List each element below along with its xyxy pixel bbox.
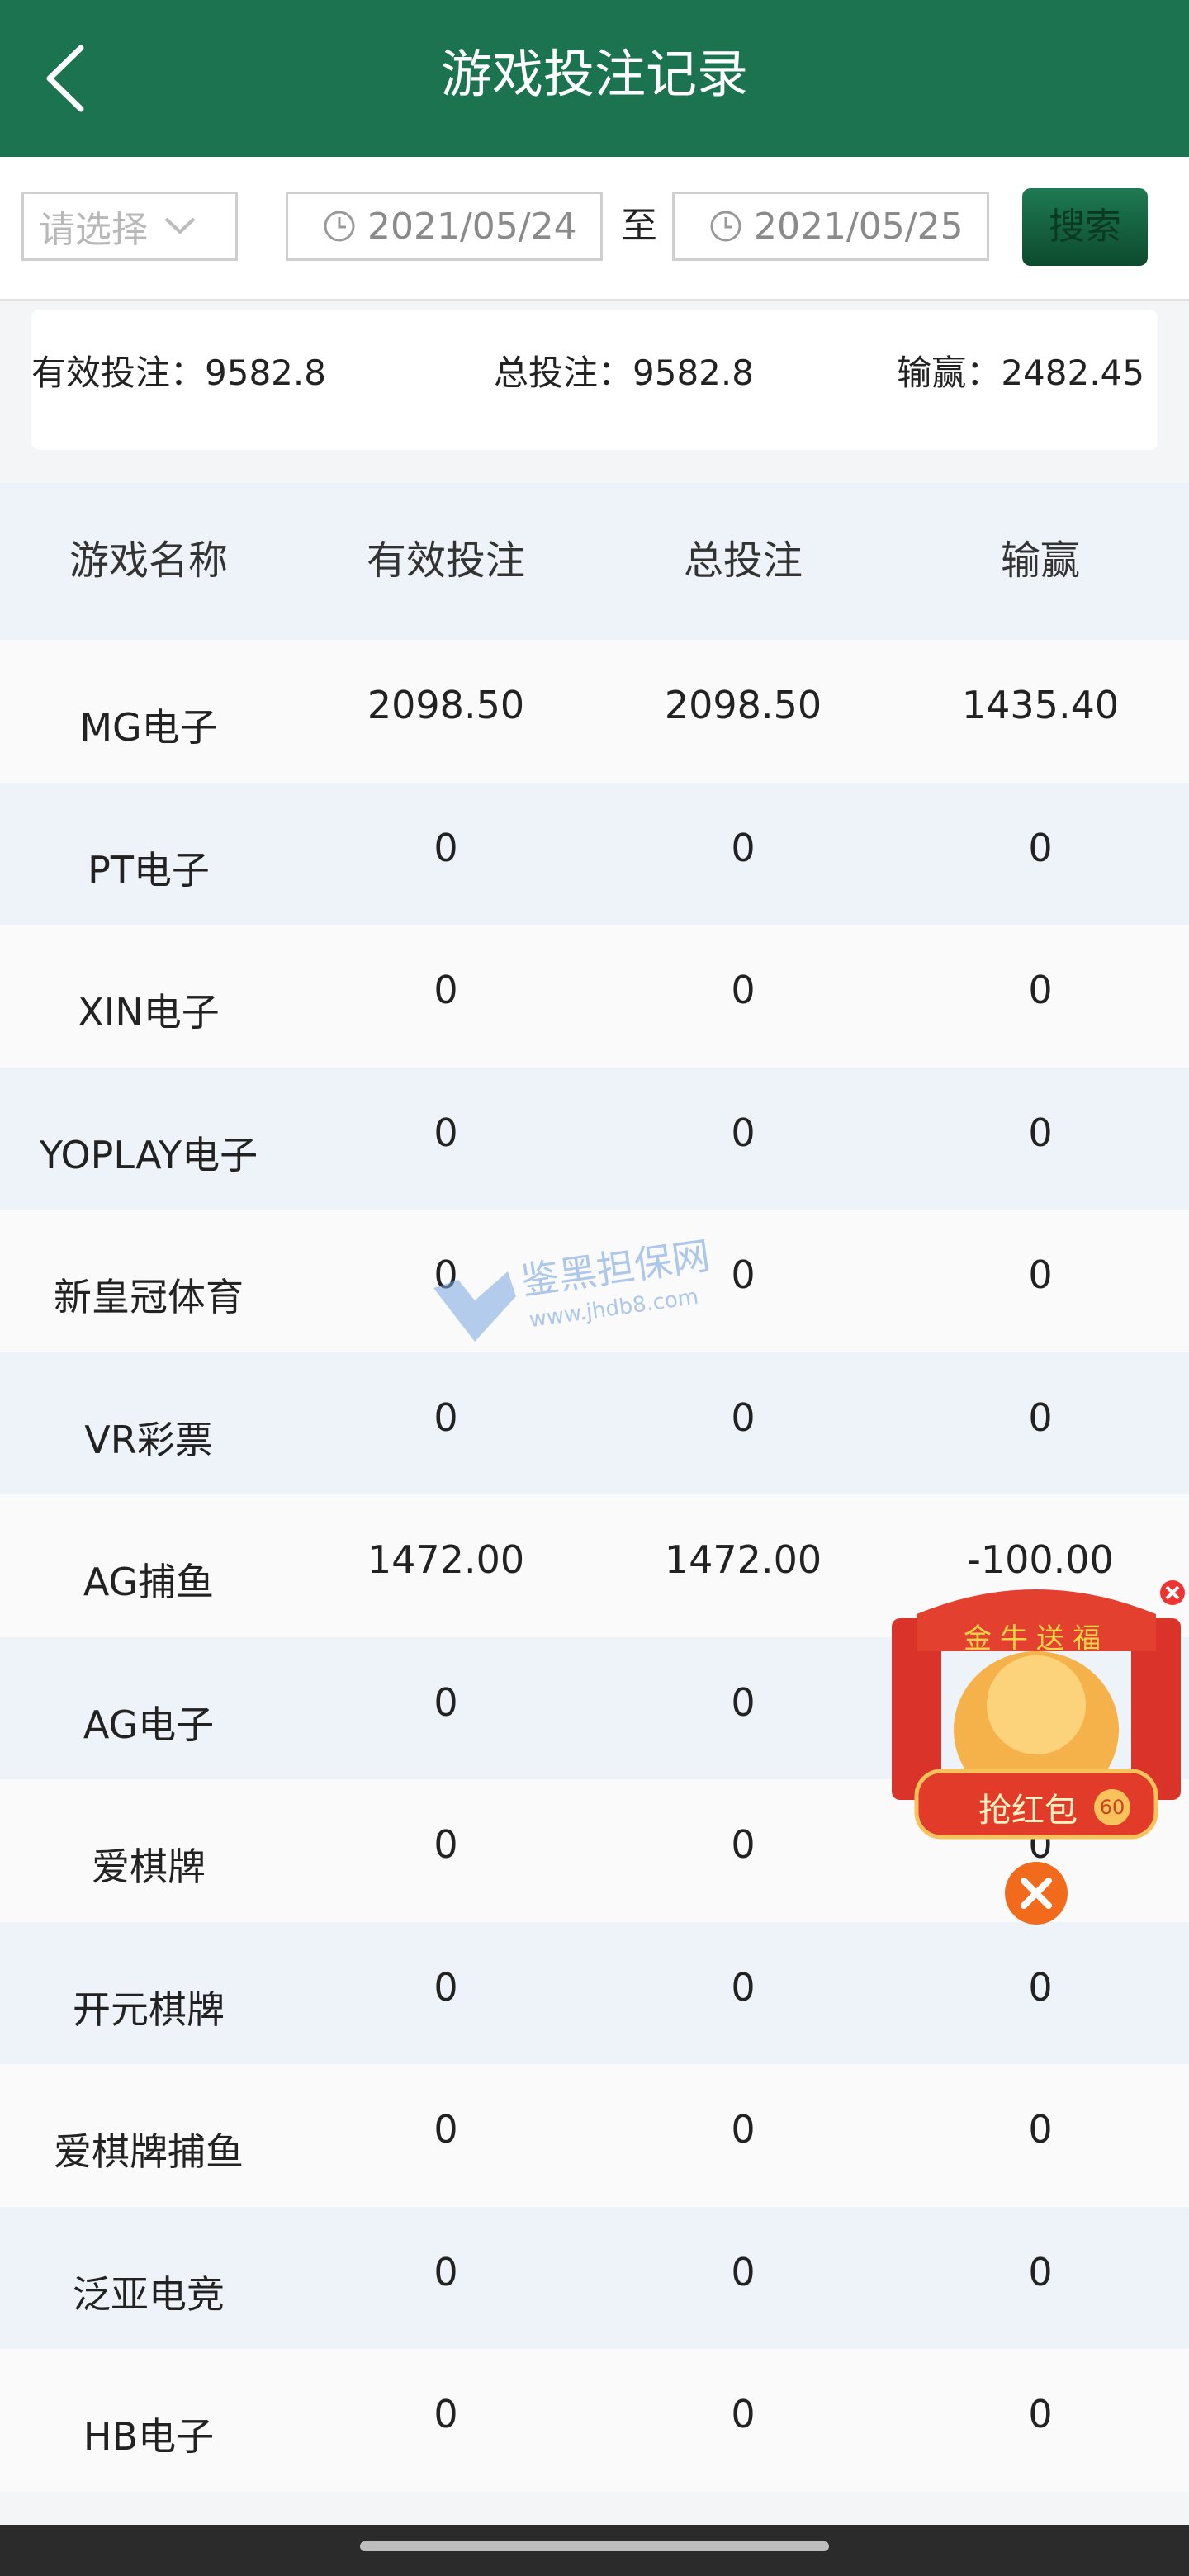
- amount-cell: 0: [1028, 2392, 1053, 2437]
- summary-item: 输赢：2482.45: [897, 310, 1144, 450]
- amount-cell: 0: [731, 2392, 756, 2437]
- table-row: YOPLAY电子 0 0 0: [0, 1067, 1189, 1210]
- game-name: 新皇冠体育: [54, 1275, 244, 1320]
- ad-art: [892, 1580, 1185, 1925]
- amount-cell: 0: [1028, 2249, 1053, 2294]
- date-separator: 至: [621, 205, 657, 247]
- amount-cell: 0: [433, 1395, 458, 1440]
- column-header: 有效投注: [366, 537, 525, 584]
- amount-cell: 2098.50: [367, 683, 525, 728]
- amount-cell: 0: [1028, 1252, 1053, 1298]
- amount-cell: 0: [731, 2249, 756, 2294]
- summary-card: 有效投注：9582.8 总投注：9582.8 输赢：2482.45: [31, 310, 1158, 450]
- platform-select[interactable]: 请选择: [21, 192, 238, 261]
- amount-cell: 0: [731, 1679, 756, 1725]
- start-date-text: 2021/05/24: [367, 205, 577, 248]
- amount-cell: 0: [433, 968, 458, 1013]
- summary-item: 总投注：9582.8: [494, 310, 754, 450]
- amount-cell: 2098.50: [664, 683, 822, 728]
- amount-cell: 0: [731, 1964, 756, 2010]
- summary-value: 2482.45: [1001, 353, 1144, 393]
- ad-title: 金牛送福: [964, 1622, 1109, 1655]
- table-header: 游戏名称 有效投注 总投注 输赢: [0, 483, 1189, 640]
- column-header: 输赢: [1000, 537, 1080, 584]
- amount-cell: 0: [433, 2249, 458, 2294]
- table-row: HB电子 0 0 0: [0, 2349, 1189, 2492]
- amount-cell: 1435.40: [961, 683, 1120, 728]
- amount-cell: 0: [433, 1964, 458, 2010]
- amount-cell: 1472.00: [664, 1537, 822, 1583]
- amount-cell: 0: [731, 1395, 756, 1440]
- game-name: VR彩票: [84, 1417, 213, 1462]
- amount-cell: 0: [1028, 968, 1053, 1013]
- summary-label: 有效投注：: [31, 353, 206, 393]
- table-row: PT电子 0 0 0: [0, 782, 1189, 925]
- table-row: VR彩票 0 0 0: [0, 1352, 1189, 1494]
- amount-cell: 0: [433, 1679, 458, 1725]
- system-nav-bar: [0, 2525, 1189, 2576]
- clock-icon: [710, 211, 741, 242]
- game-name: YOPLAY电子: [39, 1132, 258, 1177]
- amount-cell: 0: [433, 2392, 458, 2437]
- dropdown-icon: [164, 217, 196, 234]
- select-placeholder: 请选择: [39, 209, 148, 251]
- game-name: 开元棋牌: [73, 1986, 225, 2032]
- ad-button[interactable]: 抢红包: [978, 1792, 1078, 1830]
- home-indicator[interactable]: [360, 2541, 829, 2551]
- summary-item: 有效投注：9582.8: [31, 310, 326, 450]
- table-row: XIN电子 0 0 0: [0, 925, 1189, 1068]
- search-button[interactable]: 搜索: [1022, 188, 1148, 266]
- game-name: AG电子: [83, 1702, 215, 1747]
- start-date[interactable]: 2021/05/24: [286, 192, 603, 261]
- game-name: 爱棋牌捕鱼: [54, 2129, 244, 2175]
- summary-label: 总投注：: [494, 353, 633, 393]
- clock-icon: [324, 211, 355, 242]
- summary-value: 9582.8: [632, 353, 754, 393]
- app-header: 游戏投注记录: [0, 0, 1189, 157]
- amount-cell: 0: [1028, 1110, 1053, 1155]
- game-name: XIN电子: [78, 990, 220, 1035]
- amount-cell: 0: [1028, 1964, 1053, 2010]
- amount-cell: 0: [433, 2107, 458, 2152]
- amount-cell: 0: [1028, 2107, 1053, 2152]
- game-name: MG电子: [79, 705, 218, 751]
- column-header: 总投注: [683, 537, 803, 584]
- game-name: HB电子: [83, 2414, 215, 2460]
- amount-cell: 0: [433, 825, 458, 870]
- amount-cell: 0: [433, 1822, 458, 1868]
- back-button[interactable]: [41, 41, 91, 116]
- game-name: 泛亚电竞: [73, 2271, 225, 2317]
- page-title: 游戏投注记录: [440, 44, 748, 104]
- amount-cell: 0: [433, 1110, 458, 1155]
- amount-cell: 0: [1028, 1395, 1053, 1440]
- amount-cell: 0: [731, 968, 756, 1013]
- table-row: 开元棋牌 0 0 0: [0, 1921, 1189, 2064]
- column-header: 游戏名称: [69, 537, 228, 584]
- game-name: AG捕鱼: [83, 1560, 215, 1605]
- amount-cell: 0: [731, 1822, 756, 1868]
- watermark: 鉴黑担保网 www.jhdb8.com: [429, 1230, 760, 1354]
- floating-ad[interactable]: 金牛送福 抢红包 60: [883, 1573, 1189, 2002]
- amount-cell: 0: [731, 2107, 756, 2152]
- watermark-logo: [433, 1271, 516, 1342]
- amount-cell: 0: [731, 825, 756, 870]
- amount-cell: -100.00: [967, 1537, 1114, 1583]
- filter-bar: 请选择 2021/05/24 至 2021/05/25 搜索: [0, 157, 1189, 301]
- bet-table: 游戏名称 有效投注 总投注 输赢 MG电子 2098.50 2098.50 1435.40 PT…: [0, 483, 1189, 2492]
- end-date-text: 2021/05/25: [754, 205, 964, 248]
- game-name: PT电子: [88, 847, 210, 893]
- amount-cell: 0: [731, 1110, 756, 1155]
- amount-cell: 0: [731, 1252, 756, 1298]
- end-date[interactable]: 2021/05/25: [672, 192, 989, 261]
- ad-badge: 60: [1094, 1789, 1130, 1825]
- summary-label: 输赢：: [897, 353, 1002, 393]
- game-name: 爱棋牌: [92, 1844, 206, 1890]
- amount-cell: 0: [1028, 825, 1053, 870]
- table-row: 泛亚电竞 0 0 0: [0, 2206, 1189, 2349]
- summary-value: 9582.8: [205, 353, 326, 393]
- table-row: MG电子 2098.50 2098.50 1435.40: [0, 640, 1189, 783]
- amount-cell: 1472.00: [367, 1537, 525, 1583]
- table-row: 爱棋牌捕鱼 0 0 0: [0, 2064, 1189, 2207]
